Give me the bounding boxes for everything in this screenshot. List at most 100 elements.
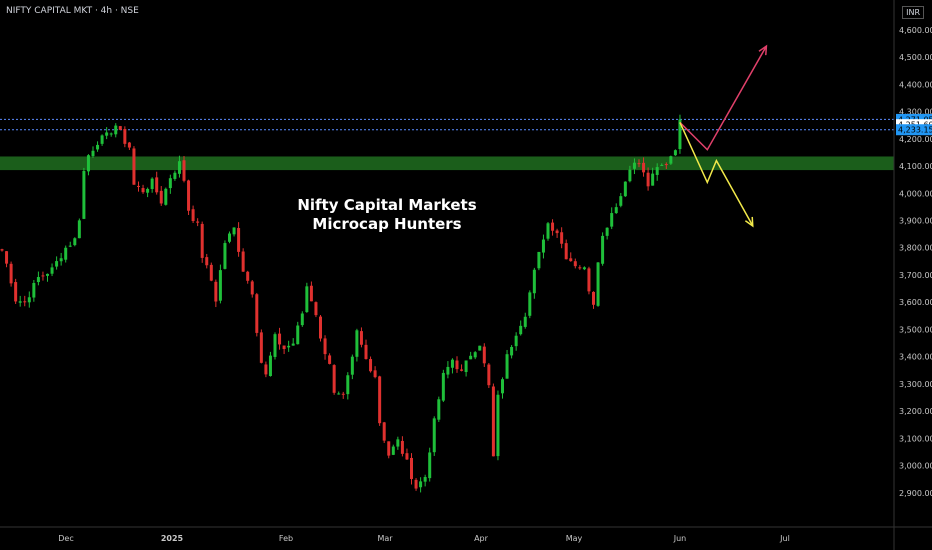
candle-body [23,301,27,303]
candle-body [41,275,45,277]
candle-body [146,188,150,193]
candle-body [614,207,618,214]
candle-body [519,325,523,335]
candle-body [82,170,86,219]
candle-body [496,394,500,457]
candle-body [555,230,559,234]
candle-body [501,379,504,394]
candle-body [410,457,413,479]
candle-body [77,220,81,239]
candle-body [423,477,427,482]
candle-body [355,330,359,357]
candle-body [592,291,595,305]
candle-body [27,297,31,303]
y-tick-label: 3,400.00 [899,353,932,362]
time-axis[interactable]: Dec 2025 Feb Mar Apr May Jun Jul [58,534,790,543]
candle-body [196,221,200,223]
candle-body [478,345,482,351]
candle-body [200,223,204,258]
candle-body [628,169,632,182]
candle-body [209,264,213,281]
candle-body [214,281,218,302]
candle-body [187,180,191,211]
x-tick-label: Dec [58,534,73,543]
candle-body [114,125,118,135]
candle-body [660,164,664,166]
candle-body [141,188,145,193]
candle-body [9,263,13,284]
candle-body [337,393,341,395]
candle-body [118,126,122,130]
candle-body [264,364,268,375]
candle-body [314,302,318,316]
candle-body [564,243,568,260]
candle-body [642,162,646,173]
candle-body [132,148,136,185]
candle-body [150,178,154,189]
y-tick-label: 3,000.00 [899,462,932,471]
candle-body [460,369,464,371]
candle-body [605,227,609,236]
candle-body [255,294,259,333]
candle-body [86,155,90,172]
candle-body [168,178,172,189]
candle-body [341,393,345,395]
candle-body [510,346,514,356]
candle-body [55,261,59,267]
candle-body [191,209,195,221]
symbol-title[interactable]: NIFTY CAPITAL MKT · 4h · NSE [6,6,139,16]
candle-body [127,142,131,148]
candle-body [541,239,545,253]
candle-body [382,422,386,441]
watermark-line2: Microcap Hunters [312,215,461,233]
candle-body [36,277,40,283]
candle-body [523,316,527,327]
candle-body [305,286,309,313]
y-tick-label: 4,500.00 [899,53,932,62]
candle-body [469,355,473,360]
candle-body [446,366,450,375]
candle-body [50,267,54,274]
bear-arrow-head [744,216,754,228]
candle-body [123,129,127,144]
candle-body [610,213,614,227]
candle-body [359,331,363,345]
candle-body [637,163,641,165]
candle-body [32,282,36,298]
candle-body [205,257,209,266]
price-axis[interactable]: 2,900.00 3,000.00 3,100.00 3,200.00 3,300.00… [899,26,932,498]
candle-body [619,196,623,206]
currency-label[interactable]: INR [902,6,924,19]
candle-body [346,375,350,395]
candle-body [487,364,491,386]
candle-body [323,338,327,355]
candle-body [441,372,445,401]
candle-body [573,261,577,267]
candle-body [378,376,382,424]
candle-body [282,345,286,350]
y-tick-label: 2,900.00 [899,489,932,498]
candle-body [669,156,673,164]
candle-body [491,386,495,457]
y-tick-label: 4,400.00 [899,80,932,89]
candle-body [369,359,373,372]
candle-body [664,164,668,166]
x-tick-label: Jun [673,534,687,543]
candle-body [437,399,441,420]
candle-body [250,281,254,295]
y-tick-label: 4,600.00 [899,26,932,35]
candle-body [328,355,332,364]
candle-body [482,346,486,364]
candle-body [655,167,659,175]
candle-body [177,161,181,174]
y-tick-label: 3,700.00 [899,271,932,280]
bull-arrow-head [758,44,768,56]
y-tick-label: 4,200.00 [899,135,932,144]
candle-body [182,160,186,181]
candle-body [632,162,636,169]
candle-body [455,360,459,370]
candle-body [296,325,300,345]
candle-body [432,418,436,453]
bear-arrow-path [679,122,754,227]
